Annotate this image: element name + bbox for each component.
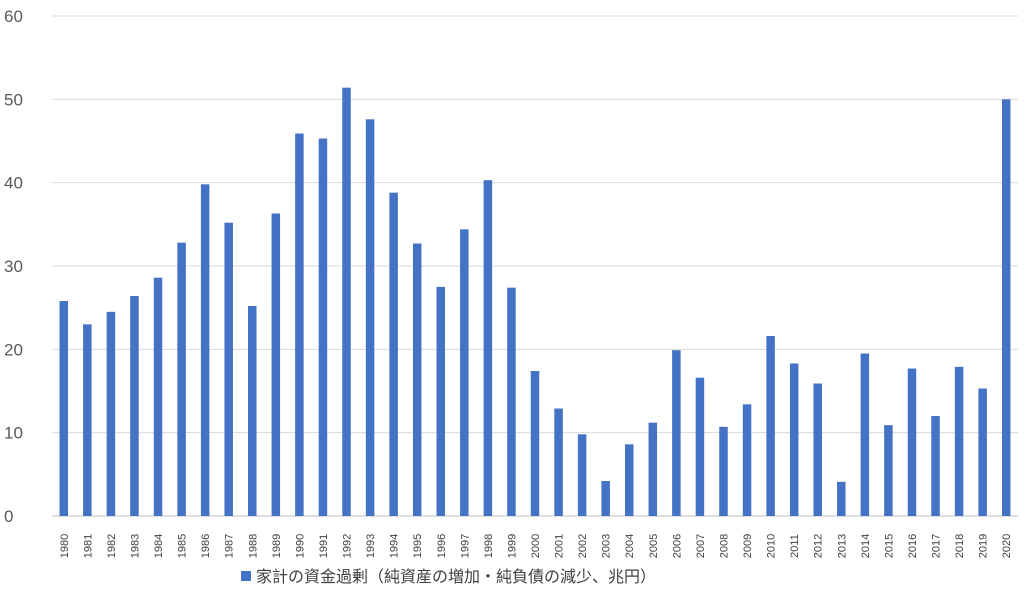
bar-1985 xyxy=(177,242,186,517)
x-tick-label: 2011 xyxy=(789,534,801,558)
x-tick-label: 1981 xyxy=(82,534,94,558)
x-tick-label: 1989 xyxy=(271,534,283,558)
x-tick-label: 2004 xyxy=(624,534,636,558)
bar-2019 xyxy=(978,388,987,516)
x-tick-label: 1997 xyxy=(459,534,471,558)
x-tick-label: 1985 xyxy=(177,534,189,558)
x-tick-label: 2013 xyxy=(836,534,848,558)
x-tick-label: 1999 xyxy=(506,534,518,558)
x-tick-label: 2010 xyxy=(766,534,778,558)
x-tick-label: 1988 xyxy=(247,534,259,558)
x-tick-label: 2012 xyxy=(813,534,825,558)
x-tick-label: 2001 xyxy=(554,534,566,558)
x-tick-label: 1986 xyxy=(200,534,212,558)
bar-1991 xyxy=(318,138,328,516)
x-tick-label: 2019 xyxy=(978,534,990,558)
x-tick-label: 2003 xyxy=(601,534,613,558)
x-tick-label: 2009 xyxy=(742,534,754,558)
bar-2007 xyxy=(695,377,705,516)
bar-1992 xyxy=(342,87,351,517)
x-tick-label: 1980 xyxy=(59,534,71,558)
bar-2010 xyxy=(766,336,775,516)
bar-2020 xyxy=(1001,99,1011,516)
legend: 家計の資金過剰（純資産の増加・純負債の減少、兆円） xyxy=(241,567,656,586)
y-tick-label: 50 xyxy=(4,90,23,109)
x-tick-label: 2002 xyxy=(577,534,589,558)
x-tick-label: 1990 xyxy=(294,534,306,558)
bar-1989 xyxy=(271,213,281,516)
bar-1994 xyxy=(389,192,398,517)
x-tick-label: 2018 xyxy=(954,534,966,558)
bar-1983 xyxy=(130,296,139,516)
x-tick-label: 1996 xyxy=(436,534,448,558)
bar-2012 xyxy=(813,383,822,516)
bar-1990 xyxy=(295,133,304,516)
x-tick-label: 2014 xyxy=(860,534,872,558)
x-tick-label: 1992 xyxy=(342,534,354,558)
x-tick-label: 2008 xyxy=(718,534,730,558)
x-tick-label: 2017 xyxy=(931,534,943,558)
bar-2013 xyxy=(837,481,846,516)
bar-2011 xyxy=(789,363,799,516)
bar-2009 xyxy=(742,404,752,516)
bar-1997 xyxy=(460,229,469,516)
bar-1984 xyxy=(153,277,163,516)
bar-2004 xyxy=(624,444,634,516)
bar-2002 xyxy=(577,434,587,516)
bar-2003 xyxy=(601,481,610,516)
bar-2014 xyxy=(860,353,870,516)
x-tick-label: 1998 xyxy=(483,534,495,558)
legend-label: 家計の資金過剰（純資産の増加・純負債の減少、兆円） xyxy=(256,567,656,586)
bar-1993 xyxy=(365,119,375,516)
x-tick-label: 2020 xyxy=(1001,534,1013,558)
y-tick-label: 0 xyxy=(4,507,13,526)
y-tick-label: 30 xyxy=(4,257,23,276)
x-tick-label: 2000 xyxy=(530,534,542,558)
x-tick-label: 1993 xyxy=(365,534,377,558)
x-tick-label: 1987 xyxy=(224,534,236,558)
bar-2005 xyxy=(648,422,658,516)
bar-2001 xyxy=(554,408,563,516)
bar-1998 xyxy=(483,180,493,517)
x-tick-label: 1982 xyxy=(106,534,118,558)
x-tick-label: 2005 xyxy=(648,534,660,558)
y-tick-label: 60 xyxy=(4,7,23,26)
bar-1980 xyxy=(59,301,69,516)
bar-1995 xyxy=(412,243,422,516)
y-tick-label: 10 xyxy=(4,424,23,443)
x-tick-label: 2007 xyxy=(695,534,707,558)
x-tick-label: 1991 xyxy=(318,534,330,558)
bar-1986 xyxy=(200,184,210,516)
bar-1982 xyxy=(106,311,116,516)
bar-2008 xyxy=(719,426,728,516)
x-tick-label: 2016 xyxy=(907,534,919,558)
bar-2000 xyxy=(530,371,540,516)
bar-2016 xyxy=(907,368,917,516)
y-tick-label: 40 xyxy=(4,174,23,193)
bar-1981 xyxy=(83,324,92,516)
bar-2017 xyxy=(931,416,940,516)
x-tick-label: 1995 xyxy=(412,534,424,558)
legend-swatch xyxy=(241,571,251,581)
x-tick-label: 1994 xyxy=(389,534,401,558)
x-tick-label: 2006 xyxy=(671,534,683,558)
bar-2018 xyxy=(954,366,964,516)
bar-1999 xyxy=(507,287,516,516)
x-tick-label: 1984 xyxy=(153,534,165,558)
bar-1988 xyxy=(248,306,257,516)
bar-2006 xyxy=(672,350,681,516)
bar-2015 xyxy=(884,425,893,516)
bar-1987 xyxy=(224,222,233,517)
y-tick-label: 20 xyxy=(4,340,23,359)
bar-1996 xyxy=(436,286,446,516)
x-tick-label: 2015 xyxy=(883,534,895,558)
x-tick-label: 1983 xyxy=(129,534,141,558)
